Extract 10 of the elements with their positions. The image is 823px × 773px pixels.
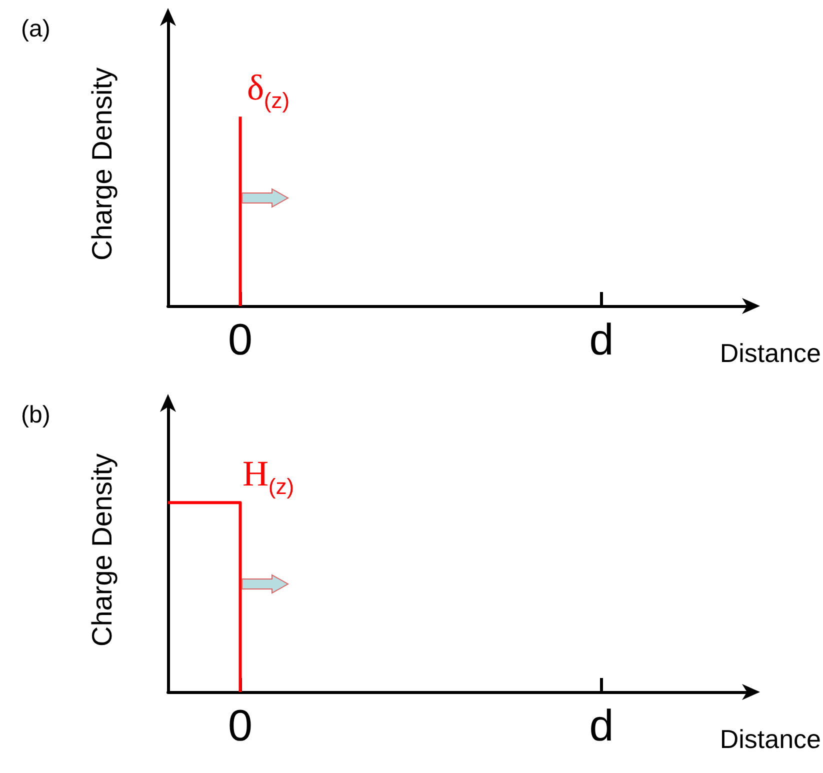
y-axis-title: Charge Density bbox=[86, 68, 118, 260]
y-axis-title: Charge Density bbox=[86, 454, 118, 646]
x-tick-label: 0 bbox=[228, 702, 252, 750]
x-tick-label: d bbox=[589, 702, 614, 750]
x-axis-title: Distance bbox=[720, 724, 821, 754]
chart-title: (a) bbox=[21, 16, 50, 42]
chart-title: (b) bbox=[21, 402, 50, 428]
x-tick-label: 0 bbox=[228, 316, 252, 364]
x-axis-title: Distance bbox=[720, 338, 821, 368]
x-tick-label: d bbox=[589, 316, 614, 364]
